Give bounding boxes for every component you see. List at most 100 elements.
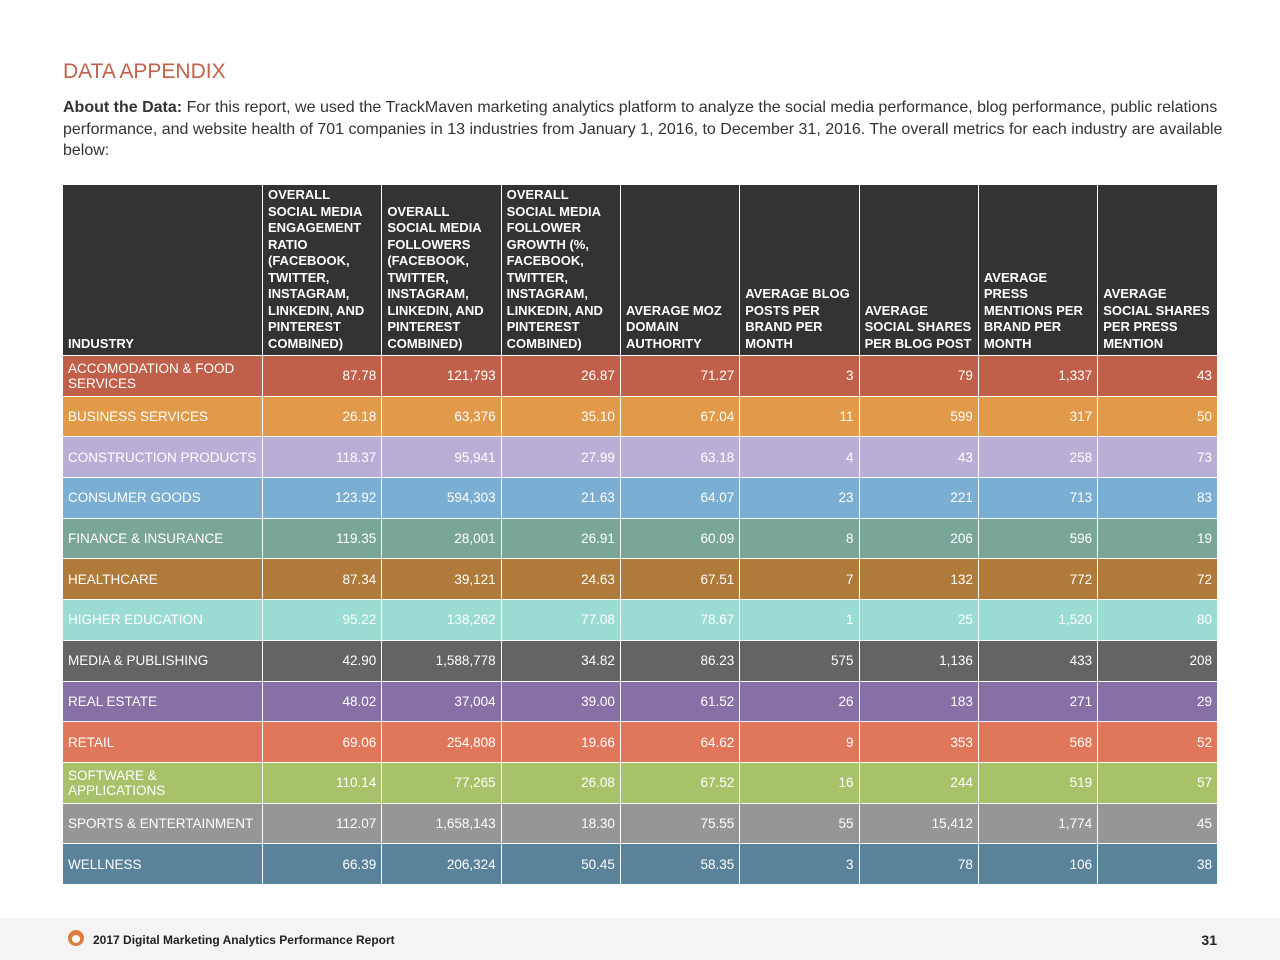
value-cell: 118.37 bbox=[261, 436, 382, 478]
table-row: REAL ESTATE 48.02 37,004 39.00 61.52 26 183 271… bbox=[63, 680, 1217, 722]
header-row: INDUSTRY OVERALL SOCIAL MEDIA ENGAGEMENT … bbox=[63, 185, 1217, 356]
table-row: HEALTHCARE 87.34 39,121 24.63 67.51 7 132 772 72 bbox=[63, 558, 1217, 600]
industry-cell: RETAIL bbox=[63, 721, 263, 763]
value-cell: 77,265 bbox=[381, 761, 502, 804]
column-header: AVERAGE SOCIAL SHARES PER PRESS MENTION bbox=[1097, 185, 1217, 356]
value-cell: 353 bbox=[858, 721, 979, 763]
value-cell: 772 bbox=[977, 558, 1098, 600]
value-cell: 39,121 bbox=[381, 558, 502, 600]
value-cell: 34.82 bbox=[500, 639, 621, 681]
column-header: AVERAGE BLOG POSTS PER BRAND PER MONTH bbox=[739, 185, 860, 356]
industry-cell: REAL ESTATE bbox=[63, 680, 263, 722]
value-cell: 208 bbox=[1097, 639, 1217, 681]
value-cell: 25 bbox=[858, 599, 979, 641]
column-header: OVERALL SOCIAL MEDIA ENGAGEMENT RATIO (F… bbox=[261, 185, 382, 356]
industry-cell: FINANCE & INSURANCE bbox=[63, 517, 263, 559]
value-cell: 78 bbox=[858, 843, 979, 885]
table-row: BUSINESS SERVICES 26.18 63,376 35.10 67.04 11… bbox=[63, 395, 1217, 437]
industry-cell: HEALTHCARE bbox=[63, 558, 263, 600]
value-cell: 1,658,143 bbox=[381, 802, 502, 844]
value-cell: 26.91 bbox=[500, 517, 621, 559]
value-cell: 1,337 bbox=[977, 355, 1098, 397]
value-cell: 72 bbox=[1097, 558, 1217, 600]
value-cell: 75.55 bbox=[619, 802, 740, 844]
table-row: WELLNESS 66.39 206,324 50.45 58.35 3 78 106 38 bbox=[63, 843, 1217, 885]
table-row: CONSUMER GOODS 123.92 594,303 21.63 64.07 23 2… bbox=[63, 477, 1217, 519]
table-row: RETAIL 69.06 254,808 19.66 64.62 9 353 568 52 bbox=[63, 721, 1217, 763]
value-cell: 69.06 bbox=[261, 721, 382, 763]
industry-cell: SPORTS & ENTERTAINMENT bbox=[63, 802, 263, 844]
value-cell: 28,001 bbox=[381, 517, 502, 559]
value-cell: 67.52 bbox=[619, 761, 740, 804]
value-cell: 21.63 bbox=[500, 477, 621, 519]
value-cell: 19.66 bbox=[500, 721, 621, 763]
value-cell: 27.99 bbox=[500, 436, 621, 478]
value-cell: 95,941 bbox=[381, 436, 502, 478]
value-cell: 80 bbox=[1097, 599, 1217, 641]
value-cell: 138,262 bbox=[381, 599, 502, 641]
value-cell: 50.45 bbox=[500, 843, 621, 885]
table-row: SPORTS & ENTERTAINMENT 112.07 1,658,143 18.… bbox=[63, 802, 1217, 844]
value-cell: 26.08 bbox=[500, 761, 621, 804]
value-cell: 3 bbox=[739, 843, 860, 885]
value-cell: 183 bbox=[858, 680, 979, 722]
value-cell: 1 bbox=[739, 599, 860, 641]
value-cell: 45 bbox=[1097, 802, 1217, 844]
industry-cell: BUSINESS SERVICES bbox=[63, 395, 263, 437]
industry-cell: CONSTRUCTION PRODUCTS bbox=[63, 436, 263, 478]
value-cell: 206,324 bbox=[381, 843, 502, 885]
value-cell: 18.30 bbox=[500, 802, 621, 844]
intro-label: About the Data: bbox=[63, 99, 183, 116]
value-cell: 58.35 bbox=[619, 843, 740, 885]
value-cell: 63,376 bbox=[381, 395, 502, 437]
value-cell: 1,588,778 bbox=[381, 639, 502, 681]
value-cell: 106 bbox=[977, 843, 1098, 885]
value-cell: 86.23 bbox=[619, 639, 740, 681]
table-row: SOFTWARE & APPLICATIONS 110.14 77,265 26.08… bbox=[63, 761, 1217, 804]
column-header: AVERAGE PRESS MENTIONS PER BRAND PER MON… bbox=[977, 185, 1098, 356]
table-row: ACCOMODATION & FOOD SERVICES 87.78 121,793… bbox=[63, 355, 1217, 397]
column-header: OVERALL SOCIAL MEDIA FOLLOWER GROWTH (%,… bbox=[500, 185, 621, 356]
value-cell: 71.27 bbox=[619, 355, 740, 397]
column-header: AVERAGE MOZ DOMAIN AUTHORITY bbox=[619, 185, 740, 356]
value-cell: 95.22 bbox=[261, 599, 382, 641]
value-cell: 64.62 bbox=[619, 721, 740, 763]
value-cell: 132 bbox=[858, 558, 979, 600]
value-cell: 119.35 bbox=[261, 517, 382, 559]
value-cell: 599 bbox=[858, 395, 979, 437]
value-cell: 258 bbox=[977, 436, 1098, 478]
column-header: OVERALL SOCIAL MEDIA FOLLOWERS (FACEBOOK… bbox=[381, 185, 502, 356]
value-cell: 24.63 bbox=[500, 558, 621, 600]
value-cell: 121,793 bbox=[381, 355, 502, 397]
page-number: 31 bbox=[1201, 932, 1217, 948]
value-cell: 43 bbox=[1097, 355, 1217, 397]
value-cell: 15,412 bbox=[858, 802, 979, 844]
value-cell: 39.00 bbox=[500, 680, 621, 722]
value-cell: 60.09 bbox=[619, 517, 740, 559]
value-cell: 123.92 bbox=[261, 477, 382, 519]
industry-cell: SOFTWARE & APPLICATIONS bbox=[63, 761, 263, 804]
value-cell: 568 bbox=[977, 721, 1098, 763]
value-cell: 38 bbox=[1097, 843, 1217, 885]
intro-text: For this report, we used the TrackMaven … bbox=[63, 99, 1223, 159]
title: DATA APPENDIX bbox=[63, 60, 226, 83]
value-cell: 37,004 bbox=[381, 680, 502, 722]
value-cell: 11 bbox=[739, 395, 860, 437]
value-cell: 7 bbox=[739, 558, 860, 600]
value-cell: 19 bbox=[1097, 517, 1217, 559]
value-cell: 55 bbox=[739, 802, 860, 844]
value-cell: 206 bbox=[858, 517, 979, 559]
value-cell: 244 bbox=[858, 761, 979, 804]
value-cell: 83 bbox=[1097, 477, 1217, 519]
table-row: FINANCE & INSURANCE 119.35 28,001 26.91 60.0… bbox=[63, 517, 1217, 559]
value-cell: 29 bbox=[1097, 680, 1217, 722]
column-header: AVERAGE SOCIAL SHARES PER BLOG POST bbox=[858, 185, 979, 356]
value-cell: 594,303 bbox=[381, 477, 502, 519]
industry-cell: ACCOMODATION & FOOD SERVICES bbox=[63, 355, 263, 397]
table-row: MEDIA & PUBLISHING 42.90 1,588,778 34.82 86.… bbox=[63, 639, 1217, 681]
value-cell: 433 bbox=[977, 639, 1098, 681]
value-cell: 35.10 bbox=[500, 395, 621, 437]
table-row: CONSTRUCTION PRODUCTS 118.37 95,941 27.99 63… bbox=[63, 436, 1217, 478]
value-cell: 26.18 bbox=[261, 395, 382, 437]
